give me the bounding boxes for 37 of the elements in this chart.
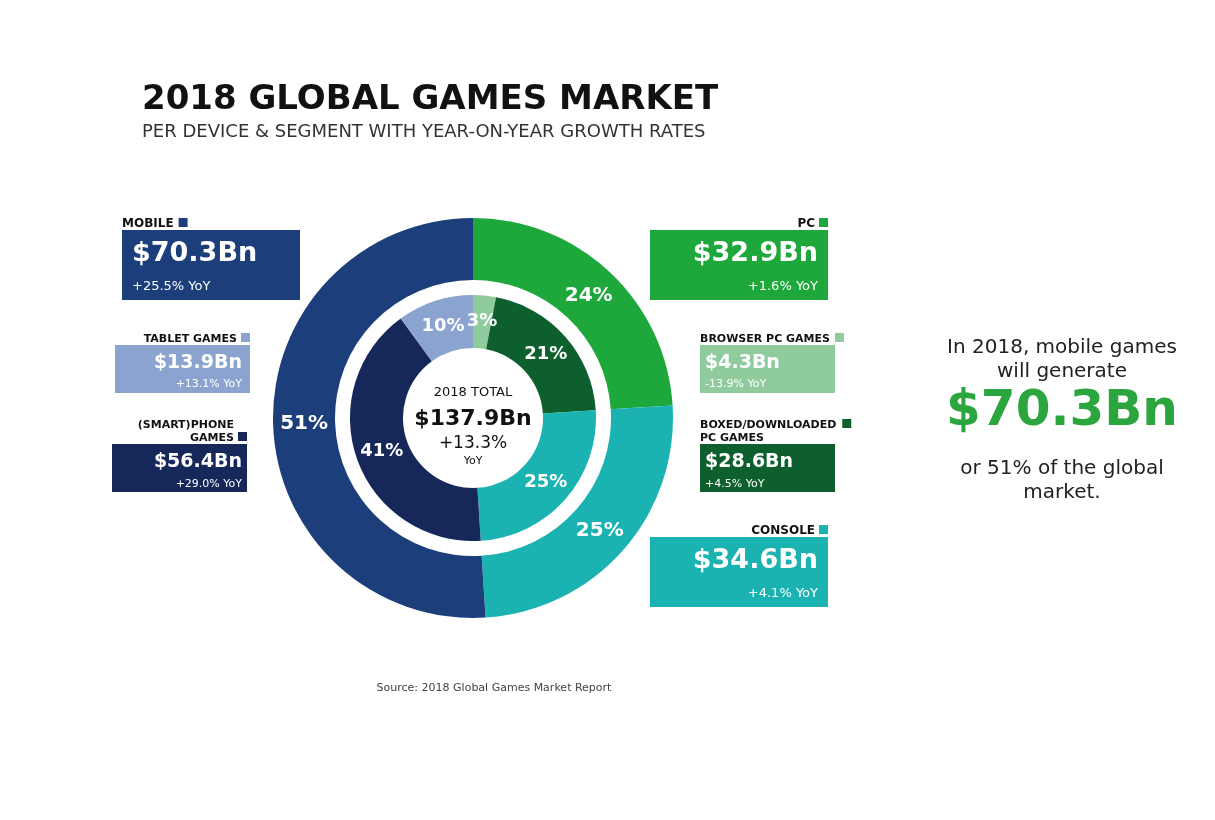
text: In 2018, mobile games will generate — [947, 334, 1177, 382]
data-label: 41% — [360, 438, 404, 460]
text: +4.1% YoY — [747, 585, 819, 600]
text: $32.9Bn — [692, 236, 818, 267]
chart-subtitle: PER DEVICE & SEGMENT WITH YEAR-ON-YEAR GROWTH RATES — [142, 120, 706, 141]
data-label: 21% — [524, 341, 568, 363]
legend-label: TABLET GAMES — [143, 332, 238, 345]
text: +4.5% YoY — [705, 477, 765, 490]
text: +1.6% YoY — [747, 278, 819, 293]
legend-label: (SMART)PHONE GAMES — [137, 418, 235, 444]
text: $34.6Bn — [692, 543, 818, 574]
text: $28.6Bn — [705, 449, 794, 471]
source-note: Source: 2018 Global Games Market Report — [376, 681, 613, 694]
data-label: 24% — [564, 281, 613, 306]
text: +13.1% YoY — [175, 377, 243, 390]
legend-label: BROWSER PC GAMES — [700, 332, 831, 345]
text: $56.4Bn — [153, 449, 242, 471]
chart-title: 2018 GLOBAL GAMES MARKET — [142, 77, 719, 117]
text: $13.9Bn — [153, 350, 242, 372]
legend-label: PC — [797, 216, 816, 230]
legend-label: CONSOLE — [751, 523, 815, 537]
text: -13.9% YoY — [705, 377, 767, 390]
text: +29.0% YoY — [175, 477, 243, 490]
text: YoY — [462, 454, 483, 467]
text: +13.3% — [438, 432, 508, 452]
data-label: 51% — [280, 410, 329, 435]
text: 2018 TOTAL — [433, 384, 513, 399]
text: $70.3Bn — [132, 236, 258, 267]
text: $137.9Bn — [414, 405, 532, 430]
legend-label: MOBILE — [122, 216, 174, 230]
data-label: 10% — [421, 313, 465, 335]
data-label: 25% — [575, 516, 624, 541]
data-label: 25% — [524, 470, 568, 492]
text: or 51% of the global market. — [960, 455, 1164, 503]
text: $4.3Bn — [705, 350, 780, 372]
text: +25.5% YoY — [132, 278, 211, 293]
legend-label: BOXED/DOWNLOADED PC GAMES — [700, 418, 837, 444]
